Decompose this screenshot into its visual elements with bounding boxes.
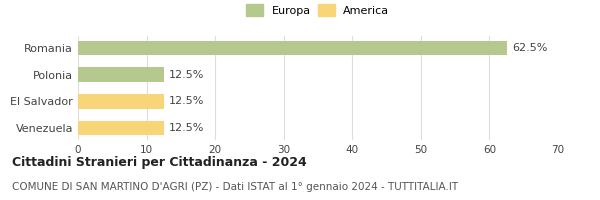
- Text: Cittadini Stranieri per Cittadinanza - 2024: Cittadini Stranieri per Cittadinanza - 2…: [12, 156, 307, 169]
- Legend: Europa, America: Europa, America: [244, 2, 392, 18]
- Bar: [78, 67, 164, 82]
- Bar: [78, 121, 164, 135]
- Text: 12.5%: 12.5%: [169, 123, 205, 133]
- Text: 12.5%: 12.5%: [169, 96, 205, 106]
- Text: COMUNE DI SAN MARTINO D'AGRI (PZ) - Dati ISTAT al 1° gennaio 2024 - TUTTITALIA.I: COMUNE DI SAN MARTINO D'AGRI (PZ) - Dati…: [12, 182, 458, 192]
- Bar: [78, 94, 164, 109]
- Text: 62.5%: 62.5%: [512, 43, 547, 53]
- Bar: [78, 41, 506, 55]
- Text: 12.5%: 12.5%: [169, 70, 205, 80]
